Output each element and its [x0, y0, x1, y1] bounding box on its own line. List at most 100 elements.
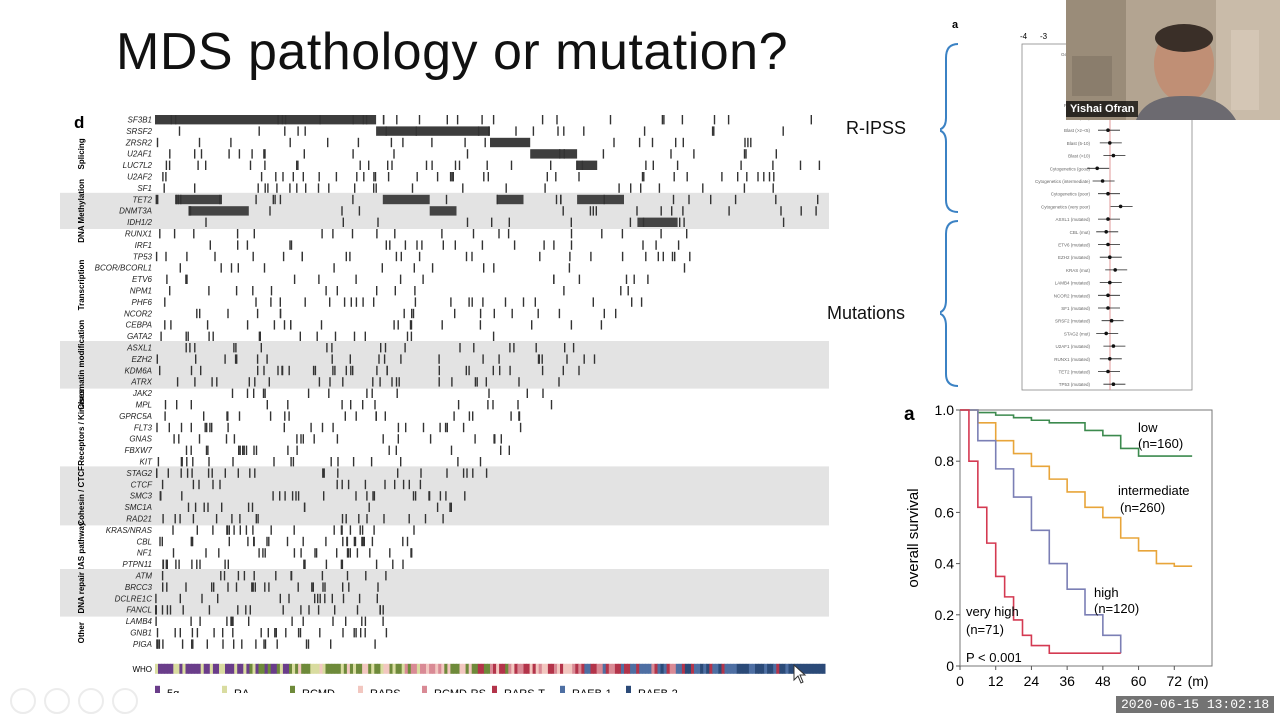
who-strip-cell: [526, 663, 530, 674]
mic-icon[interactable]: [10, 688, 36, 714]
who-strip-cell: [468, 663, 473, 674]
oncoprint-mutation-tick: [345, 616, 347, 626]
oncoprint-gene-label: U2AF1: [127, 150, 152, 159]
who-strip-cell: [624, 663, 628, 674]
who-strip-cell: [727, 663, 731, 674]
oncoprint-mutation-tick: [331, 343, 333, 353]
oncoprint-mutation-tick: [479, 457, 482, 467]
oncoprint-mutation-tick: [450, 502, 452, 512]
who-strip-cell: [179, 663, 183, 674]
who-strip-cell: [806, 663, 811, 674]
oncoprint-mutation-tick: [387, 160, 389, 170]
who-strip-cell: [334, 663, 339, 674]
km-xtick-label: 0: [956, 673, 964, 689]
oncoprint-mutation-tick: [164, 297, 166, 307]
oncoprint-mutation-tick: [301, 251, 303, 262]
oncoprint-mutation-tick: [288, 411, 290, 421]
oncoprint-gene-label: SMC3: [130, 492, 153, 501]
oncoprint-gene-label: RAD21: [126, 515, 152, 524]
oncoprint-mutation-tick: [511, 308, 513, 319]
meeting-toolbar-ghost[interactable]: [0, 688, 240, 714]
oncoprint-mutation-tick: [253, 536, 255, 547]
oncoprint-mutation-tick: [238, 445, 240, 455]
oncoprint-mutation-tick: [702, 183, 704, 193]
who-strip-cell: [788, 663, 792, 674]
oncoprint-mutation-tick: [513, 240, 516, 250]
oncoprint-mutation-tick: [197, 160, 199, 170]
oncoprint-mutation-tick: [242, 445, 244, 455]
km-ytick-label: 0.8: [935, 453, 955, 469]
oncoprint-mutation-tick: [190, 616, 192, 626]
oncoprint-mutation-tick: [269, 206, 271, 216]
oncoprint-mutation-tick: [181, 639, 184, 649]
oncoprint-mutation-tick: [677, 240, 680, 250]
oncoprint-mutation-tick: [482, 297, 484, 307]
oncoprint-mutation-tick: [155, 251, 158, 262]
km-xtick-label: 60: [1131, 673, 1147, 689]
oncoprint-mutation-tick: [156, 468, 158, 478]
oncoprint-mutation-tick: [550, 400, 553, 410]
oncoprint-mutation-tick: [472, 411, 474, 421]
oncoprint-mutation-tick: [305, 183, 307, 193]
oncoprint-mutation-tick: [319, 593, 321, 604]
oncoprint-mutation-block: [376, 126, 490, 136]
oncoprint-mutation-tick: [411, 548, 413, 558]
who-strip-cell: [173, 663, 177, 674]
km-curve: [960, 409, 1121, 654]
oncoprint-mutation-tick: [302, 616, 304, 626]
camera-icon[interactable]: [44, 688, 70, 714]
oncoprint-mutation-tick: [165, 251, 167, 262]
oncoprint-mutation-tick: [621, 251, 624, 262]
oncoprint-mutation-tick: [411, 183, 414, 193]
oncoprint-mutation-tick: [266, 400, 268, 410]
oncoprint-mutation-tick: [264, 160, 266, 170]
who-legend-label: RARS-T: [504, 688, 545, 693]
oncoprint-mutation-tick: [662, 251, 664, 262]
oncoprint-mutation-tick: [252, 525, 254, 535]
oncoprint-mutation-tick: [181, 457, 183, 467]
oncoprint-mutation-tick: [179, 628, 181, 638]
who-strip-cell: [758, 663, 762, 674]
chat-icon[interactable]: [112, 688, 138, 714]
oncoprint-mutation-tick: [302, 434, 304, 444]
oncoprint-mutation-tick: [396, 388, 398, 398]
oncoprint-mutation-tick: [157, 639, 159, 649]
oncoprint-mutation-tick: [618, 183, 620, 193]
oncoprint-mutation-tick: [481, 240, 484, 250]
oncoprint-mutation-tick: [168, 422, 170, 433]
mouse-cursor-icon: [793, 664, 807, 684]
who-strip-cell: [773, 663, 777, 674]
oncoprint-mutation-tick: [308, 605, 310, 615]
speaker-video-tile[interactable]: [1066, 0, 1280, 120]
who-legend-swatch: [422, 685, 427, 693]
oncoprint-mutation-tick: [557, 126, 559, 136]
oncoprint-gene-label: MPL: [136, 401, 152, 410]
oncoprint-mutation-tick: [492, 400, 494, 410]
oncoprint-mutation-tick: [373, 297, 375, 307]
oncoprint-mutation-tick: [268, 582, 270, 592]
forest-tick-label: -4: [1020, 32, 1028, 41]
oncoprint-mutation-tick: [287, 400, 289, 410]
share-icon[interactable]: [78, 688, 104, 714]
who-strip-cell: [441, 663, 445, 674]
oncoprint-mutation-tick: [651, 137, 654, 148]
oncoprint-mutation-tick: [400, 457, 402, 467]
oncoprint-mutation-tick: [155, 593, 157, 604]
oncoprint-mutation-tick: [325, 536, 327, 547]
oncoprint-mutation-tick: [345, 365, 347, 376]
oncoprint-mutation-tick: [391, 377, 393, 387]
oncoprint-mutation-tick: [161, 479, 164, 490]
oncoprint-gene-label: TET2: [132, 195, 152, 204]
oncoprint-mutation-tick: [331, 354, 333, 364]
oncoprint-mutation-tick: [286, 536, 289, 547]
oncoprint-mutation-tick: [541, 365, 544, 376]
oncoprint-mutation-tick: [264, 388, 266, 398]
oncoprint-mutation-tick: [274, 628, 276, 638]
who-strip-cell: [529, 663, 534, 674]
oncoprint-mutation-tick: [211, 582, 213, 592]
who-strip-cell: [578, 663, 582, 674]
oncoprint-mutation-tick: [560, 194, 562, 205]
km-curve: [960, 409, 1122, 654]
who-strip-cell: [429, 663, 433, 674]
oncoprint-mutation-tick: [415, 126, 417, 136]
